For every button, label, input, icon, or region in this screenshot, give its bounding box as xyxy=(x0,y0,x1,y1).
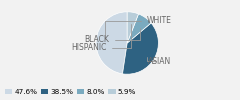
Wedge shape xyxy=(127,14,151,43)
Text: WHITE: WHITE xyxy=(105,16,171,38)
Wedge shape xyxy=(96,12,127,74)
Wedge shape xyxy=(122,23,158,74)
Wedge shape xyxy=(127,12,138,43)
Legend: 47.6%, 38.5%, 8.0%, 5.9%: 47.6%, 38.5%, 8.0%, 5.9% xyxy=(4,87,138,96)
Text: HISPANIC: HISPANIC xyxy=(72,24,131,52)
Text: BLACK: BLACK xyxy=(84,28,140,44)
Text: ASIAN: ASIAN xyxy=(147,57,171,66)
